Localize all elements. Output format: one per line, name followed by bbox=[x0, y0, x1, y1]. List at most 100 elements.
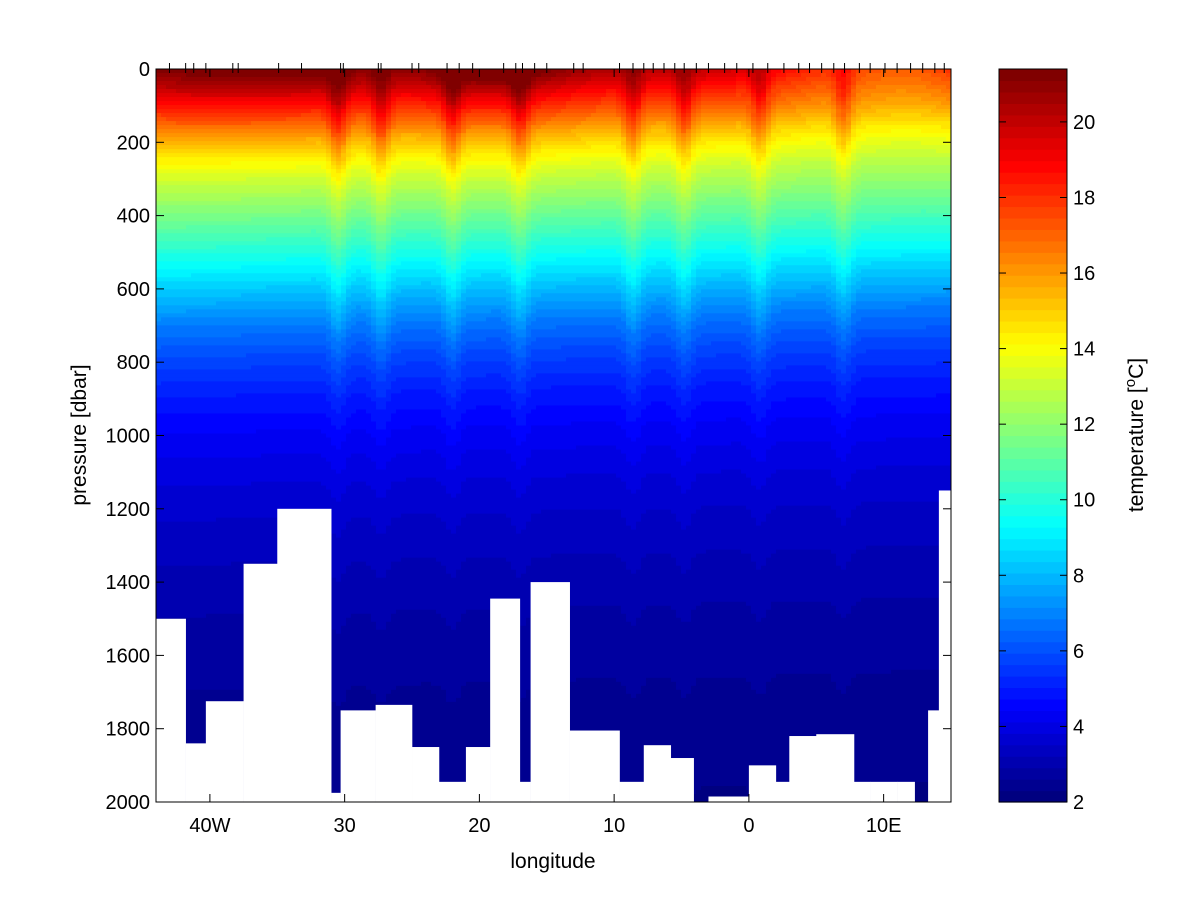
heatmap-cell bbox=[241, 157, 247, 162]
heatmap-cell bbox=[201, 97, 207, 102]
heatmap-cell bbox=[226, 425, 232, 431]
heatmap-cell bbox=[231, 257, 237, 262]
heatmap-cell bbox=[211, 289, 217, 294]
heatmap-cell bbox=[216, 77, 222, 82]
heatmap-cell bbox=[276, 325, 282, 330]
heatmap-cell bbox=[291, 277, 297, 282]
heatmap-cell bbox=[191, 565, 197, 571]
heatmap-cell bbox=[191, 185, 197, 190]
heatmap-cell bbox=[171, 161, 177, 166]
heatmap-cell bbox=[266, 257, 272, 262]
heatmap-cell bbox=[206, 197, 212, 202]
heatmap-cell bbox=[216, 329, 222, 334]
heatmap-cell bbox=[186, 117, 192, 122]
heatmap-cell bbox=[251, 129, 257, 134]
heatmap-cell bbox=[251, 249, 257, 254]
heatmap-cell bbox=[206, 305, 212, 310]
heatmap-cell bbox=[191, 717, 197, 723]
heatmap-cell bbox=[171, 265, 177, 270]
heatmap-cell bbox=[216, 429, 222, 435]
heatmap-cell bbox=[241, 217, 247, 222]
heatmap-cell bbox=[156, 221, 162, 226]
heatmap-cell bbox=[161, 477, 167, 483]
heatmap-cell bbox=[241, 137, 247, 142]
heatmap-cell bbox=[231, 597, 237, 603]
heatmap-cell bbox=[211, 85, 217, 90]
heatmap-cell bbox=[166, 369, 172, 375]
heatmap-cell bbox=[226, 509, 232, 515]
heatmap-cell bbox=[256, 357, 262, 362]
heatmap-cell bbox=[216, 209, 222, 214]
heatmap-cell bbox=[181, 401, 187, 407]
heatmap-cell bbox=[266, 273, 272, 278]
heatmap-cell bbox=[191, 585, 197, 591]
heatmap-cell bbox=[216, 525, 222, 531]
heatmap-cell bbox=[176, 453, 182, 459]
heatmap-cell bbox=[181, 241, 187, 246]
heatmap-cell bbox=[256, 313, 262, 318]
heatmap-cell bbox=[171, 337, 177, 342]
heatmap-cell bbox=[206, 377, 212, 383]
heatmap-cell bbox=[261, 441, 267, 447]
heatmap-cell bbox=[156, 197, 162, 202]
heatmap-cell bbox=[251, 269, 257, 274]
heatmap-cell bbox=[256, 145, 262, 150]
heatmap-cell bbox=[271, 129, 277, 134]
heatmap-cell bbox=[236, 229, 242, 234]
heatmap-cell bbox=[196, 733, 202, 739]
heatmap-cell bbox=[191, 681, 197, 687]
heatmap-cell bbox=[176, 409, 182, 415]
heatmap-cell bbox=[221, 621, 227, 627]
heatmap-cell bbox=[206, 661, 212, 667]
heatmap-cell bbox=[216, 681, 222, 687]
heatmap-cell bbox=[166, 533, 172, 539]
heatmap-cell bbox=[201, 125, 207, 130]
heatmap-cell bbox=[216, 325, 222, 330]
heatmap-cell bbox=[211, 493, 217, 499]
heatmap-cell bbox=[186, 589, 192, 595]
heatmap-cell bbox=[231, 697, 237, 703]
heatmap-cell bbox=[176, 521, 182, 527]
heatmap-cell bbox=[251, 89, 257, 94]
heatmap-cell bbox=[286, 337, 292, 342]
heatmap-cell bbox=[201, 381, 207, 387]
heatmap-cell bbox=[256, 257, 262, 262]
heatmap-cell bbox=[191, 173, 197, 178]
heatmap-cell bbox=[181, 373, 187, 379]
heatmap-cell bbox=[201, 217, 207, 222]
heatmap-cell bbox=[266, 377, 272, 383]
heatmap-cell bbox=[251, 225, 257, 230]
heatmap-cell bbox=[236, 313, 242, 318]
heatmap-cell bbox=[211, 329, 217, 334]
heatmap-cell bbox=[201, 189, 207, 194]
heatmap-cell bbox=[191, 581, 197, 587]
heatmap-cell bbox=[191, 437, 197, 443]
heatmap-cell bbox=[196, 561, 202, 567]
heatmap-cell bbox=[201, 385, 207, 391]
heatmap-cell bbox=[191, 557, 197, 563]
heatmap-cell bbox=[156, 109, 162, 114]
heatmap-cell bbox=[231, 361, 237, 367]
heatmap-cell bbox=[161, 529, 167, 535]
heatmap-cell bbox=[271, 541, 277, 547]
heatmap-cell bbox=[286, 281, 292, 286]
heatmap-cell bbox=[221, 681, 227, 687]
heatmap-cell bbox=[171, 349, 177, 354]
heatmap-cell bbox=[276, 157, 282, 162]
heatmap-cell bbox=[271, 453, 277, 459]
heatmap-cell bbox=[206, 669, 212, 675]
heatmap-cell bbox=[291, 69, 297, 74]
heatmap-cell bbox=[211, 433, 217, 439]
heatmap-cell bbox=[216, 529, 222, 535]
heatmap-cell bbox=[186, 689, 192, 695]
heatmap-cell bbox=[206, 97, 212, 102]
heatmap-cell bbox=[241, 73, 247, 78]
heatmap-cell bbox=[266, 505, 272, 511]
heatmap-cell bbox=[211, 593, 217, 599]
heatmap-cell bbox=[286, 421, 292, 427]
heatmap-cell bbox=[176, 449, 182, 455]
heatmap-cell bbox=[271, 517, 277, 523]
heatmap-cell bbox=[216, 509, 222, 515]
heatmap-cell bbox=[166, 521, 172, 527]
heatmap-cell bbox=[156, 573, 162, 579]
